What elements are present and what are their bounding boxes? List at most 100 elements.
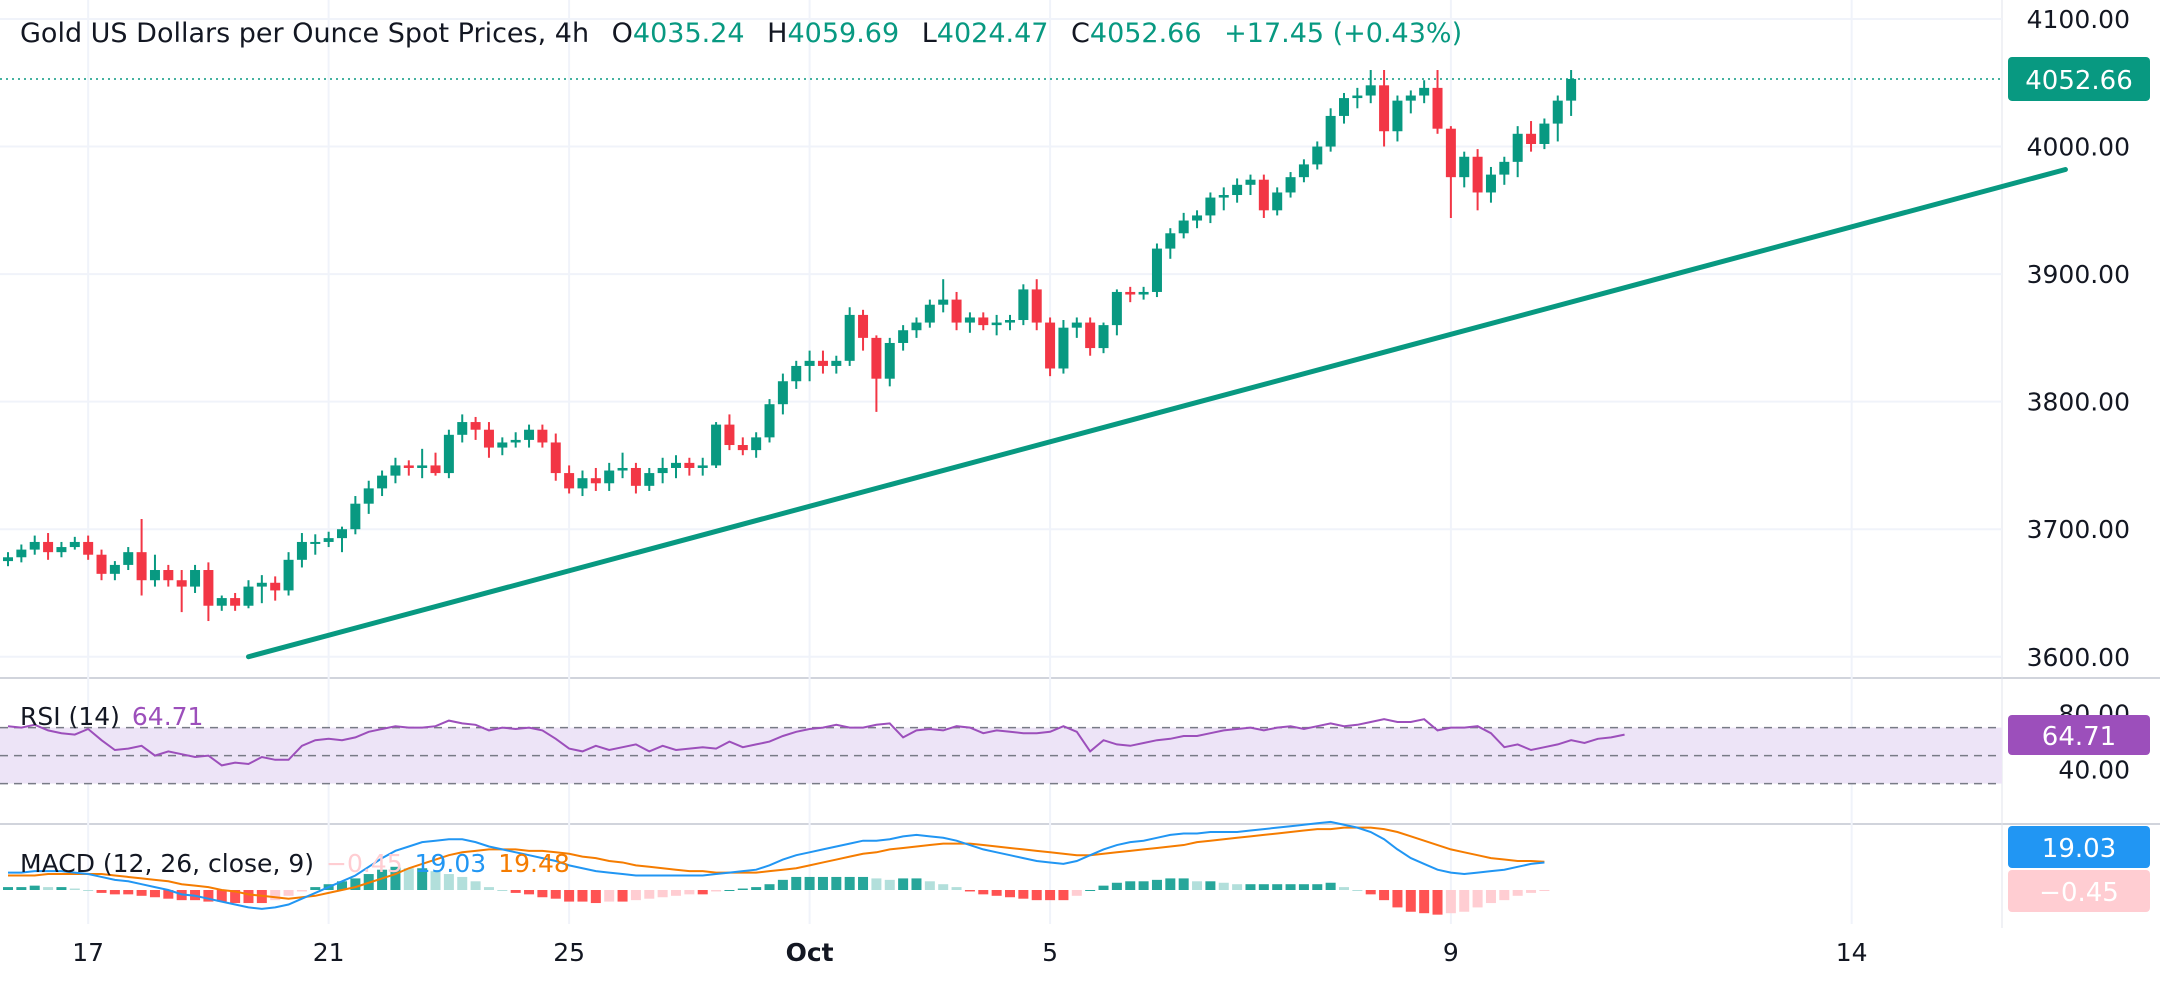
time-tick-label: 21 xyxy=(313,938,345,967)
candle-up xyxy=(1339,98,1349,116)
macd-legend[interactable]: MACD (12, 26, close, 9) −0.45 19.03 19.48 xyxy=(20,849,582,878)
candle-up xyxy=(443,434,454,474)
candle-up xyxy=(1298,164,1309,178)
macd-histogram-bar xyxy=(1245,884,1256,890)
candle-up xyxy=(938,299,949,305)
macd-histogram-bar xyxy=(3,887,13,890)
macd-histogram-bar xyxy=(577,890,588,902)
macd-histogram-bar xyxy=(56,887,67,890)
symbol-title[interactable]: Gold US Dollars per Ounce Spot Prices, 4… xyxy=(20,18,590,49)
macd-histogram-bar xyxy=(978,890,989,895)
macd-histogram-bar xyxy=(590,890,601,904)
macd-histogram-bar xyxy=(711,890,722,892)
macd-histogram-bar xyxy=(1392,890,1403,908)
macd-histogram-bar xyxy=(1272,884,1283,890)
time-tick-label: 9 xyxy=(1443,938,1459,967)
candle-up xyxy=(1485,174,1496,193)
candle-up xyxy=(844,314,855,361)
macd-histogram-bar xyxy=(550,890,561,899)
macd-histogram-bar xyxy=(938,884,949,890)
candle-up xyxy=(1365,85,1376,96)
time-tick-label: Oct xyxy=(786,938,834,967)
rsi-label: RSI (14) xyxy=(20,702,120,731)
candle-up xyxy=(1419,87,1430,96)
candle-up xyxy=(791,365,802,382)
candle-up xyxy=(1058,327,1069,369)
candle-down xyxy=(684,462,695,468)
candle-up xyxy=(777,381,788,405)
low-label: L xyxy=(921,18,937,49)
candle-up xyxy=(1232,184,1243,196)
macd-histogram-bar xyxy=(1339,887,1349,890)
candle-up xyxy=(1499,161,1510,175)
rsi-tag-bg xyxy=(2008,715,2150,756)
candle-up xyxy=(510,439,521,443)
macd-histogram-bar xyxy=(149,890,160,898)
candle-up xyxy=(1192,215,1203,221)
macd-histogram-bar xyxy=(1218,882,1229,890)
candle-up xyxy=(56,547,67,553)
macd-histogram-bar xyxy=(1405,890,1416,912)
macd-histogram-bar xyxy=(69,888,80,890)
time-tick-label: 25 xyxy=(553,938,585,967)
candle-up xyxy=(1312,146,1323,165)
candle-up xyxy=(1018,289,1029,321)
macd-histogram-bar xyxy=(1365,890,1376,895)
candle-up xyxy=(1245,179,1256,185)
candle-up xyxy=(644,473,655,486)
price-tick-label: 3900.00 xyxy=(2027,260,2130,289)
price-tick-label: 4000.00 xyxy=(2027,133,2130,162)
macd-histogram-bar xyxy=(537,890,548,898)
candle-up xyxy=(964,317,975,323)
price-tick-label: 3700.00 xyxy=(2027,515,2130,544)
macd-line-value: 19.03 xyxy=(414,849,487,878)
macd-histogram-bar xyxy=(83,890,94,891)
candle-up xyxy=(617,467,628,471)
candle-down xyxy=(724,424,735,446)
macd-histogram-bar xyxy=(296,890,307,892)
candle-down xyxy=(951,299,962,323)
candle-up xyxy=(924,304,935,323)
macd-histogram-bar xyxy=(1285,884,1296,890)
macd-histogram-bar xyxy=(657,890,668,898)
candle-up xyxy=(884,342,895,379)
candle-up xyxy=(1459,156,1470,178)
candle-up xyxy=(3,557,13,562)
rsi-value-tag: 64.71 xyxy=(2042,722,2116,752)
candle-down xyxy=(1526,133,1537,144)
macd-histogram-bar xyxy=(630,890,641,901)
candle-up xyxy=(417,465,428,468)
macd-histogram-bar xyxy=(1018,890,1029,899)
candle-down xyxy=(858,314,869,338)
candle-down xyxy=(1085,322,1096,349)
macd-histogram-bar xyxy=(403,868,414,890)
macd-histogram-bar xyxy=(1445,890,1456,914)
candle-up xyxy=(1205,197,1216,216)
candle-up xyxy=(1552,100,1563,124)
macd-histogram-bar xyxy=(230,890,241,904)
macd-hist-tag-bg xyxy=(2008,870,2150,912)
macd-histogram-bar xyxy=(898,878,909,890)
candle-down xyxy=(176,580,187,587)
macd-histogram-bar xyxy=(911,878,922,890)
open-value: 4035.24 xyxy=(632,18,745,49)
candle-up xyxy=(697,465,708,468)
candle-down xyxy=(163,570,174,581)
macd-histogram-bar xyxy=(871,878,882,890)
open-label: O xyxy=(611,18,633,49)
candle-up xyxy=(377,475,388,489)
candle-up xyxy=(29,541,40,550)
macd-histogram-bar xyxy=(1459,890,1470,912)
candle-up xyxy=(497,442,508,448)
candle-up xyxy=(1071,322,1082,328)
macd-histogram-bar xyxy=(1499,890,1510,901)
macd-histogram-bar xyxy=(1125,881,1136,890)
macd-histogram-bar xyxy=(1165,878,1176,890)
candle-up xyxy=(1138,291,1149,295)
candle-up xyxy=(991,322,1002,326)
macd-histogram-bar xyxy=(270,890,281,901)
candle-up xyxy=(764,404,775,438)
macd-histogram-bar xyxy=(203,890,214,902)
rsi-legend[interactable]: RSI (14) 64.71 xyxy=(20,702,215,731)
